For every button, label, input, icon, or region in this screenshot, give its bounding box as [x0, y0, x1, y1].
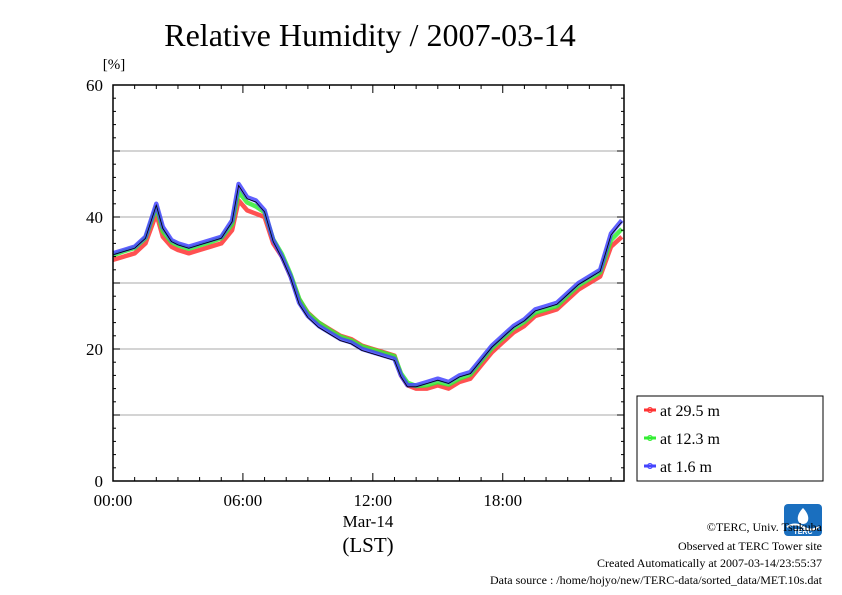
legend-marker [647, 463, 653, 469]
x-tick-label: 18:00 [483, 491, 522, 510]
legend: at 29.5 m at 12.3 m at 1.6 m [636, 395, 824, 482]
footer-copyright: ©TERC, Univ. Tsukuba [707, 520, 823, 534]
grid-lines [113, 150, 624, 416]
legend-label: at 12.3 m [660, 431, 721, 448]
x-tick-label: 06:00 [224, 491, 263, 510]
y-tick-label: 60 [86, 76, 103, 95]
x-axis-label: Mar-14 [343, 512, 394, 531]
y-tick-label: 20 [86, 340, 103, 359]
x-tick-label: 12:00 [353, 491, 392, 510]
series-line-3 [112, 181, 624, 388]
axes [112, 84, 625, 482]
y-tick-label: 40 [86, 208, 103, 227]
footer-observed: Observed at TERC Tower site [678, 539, 822, 553]
logo-text: TERC [793, 529, 812, 536]
legend-label: at 1.6 m [660, 459, 713, 476]
series-line-2 [112, 189, 624, 389]
series-line-1 [112, 198, 624, 391]
x-axis-sublabel: (LST) [342, 533, 393, 557]
series-layer [112, 181, 624, 391]
x-tick-label: 00:00 [94, 491, 133, 510]
series-core-line [112, 184, 623, 388]
legend-marker [647, 407, 653, 413]
legend-label: at 29.5 m [660, 403, 721, 420]
y-tick-label: 0 [95, 472, 104, 491]
terc-logo: TERC [784, 504, 822, 536]
footer-source: Data source : /home/hojyo/new/TERC-data/… [490, 573, 823, 587]
chart-title: Relative Humidity / 2007-03-14 [164, 17, 576, 53]
y-axis-unit: [%] [103, 57, 126, 73]
footer-created: Created Automatically at 2007-03-14/23:5… [597, 556, 822, 570]
legend-box [636, 395, 824, 482]
tick-labels: 0 20 40 60 00:00 06:00 12:00 18:00 [86, 76, 522, 510]
legend-marker [647, 435, 653, 441]
